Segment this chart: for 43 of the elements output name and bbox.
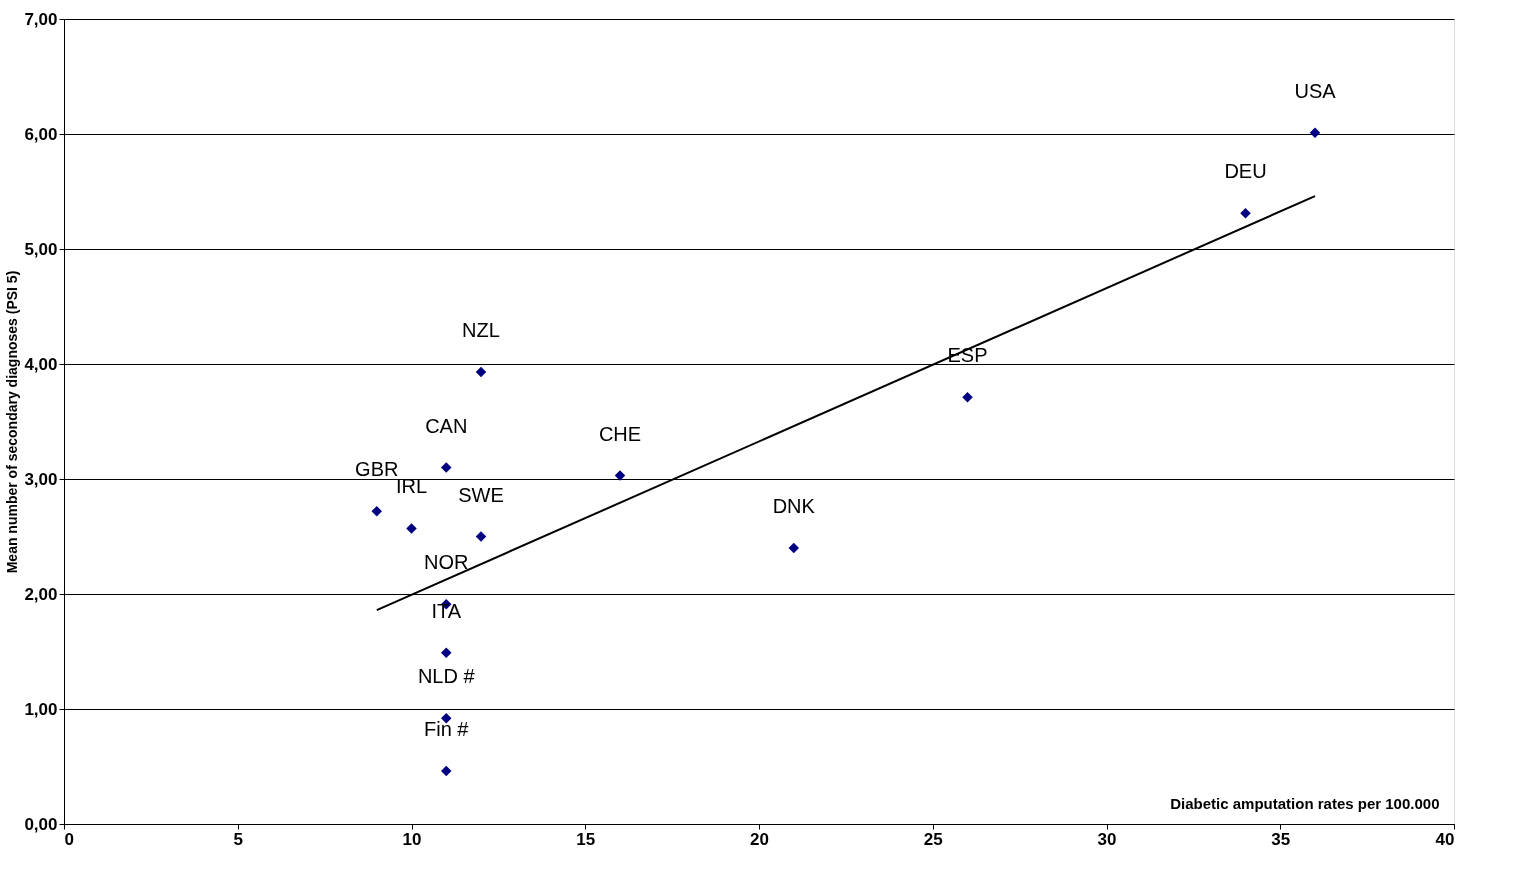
annotation: NZL — [462, 319, 500, 342]
x-tick-label: 25 — [923, 829, 943, 849]
y-tick-label: 0,00 — [24, 814, 58, 834]
annotation: DEU — [1224, 160, 1267, 183]
annotation: CHE — [598, 422, 642, 445]
point — [441, 647, 452, 658]
point — [406, 523, 417, 534]
point — [441, 765, 452, 777]
annotation: DNK — [772, 495, 816, 517]
x-tick-label: 40 — [1435, 829, 1455, 849]
y-tick-label: 4,00 — [24, 354, 58, 374]
x-tick-label: 15 — [576, 829, 596, 849]
y-tick-label: 5,00 — [24, 239, 58, 259]
x-tick-label: 5 — [233, 829, 243, 849]
x-tick-label: 35 — [1271, 829, 1291, 849]
point — [371, 505, 382, 517]
annotation: NOR — [424, 551, 469, 574]
annotation: USA — [1294, 79, 1337, 102]
x-tick-label: 0 — [64, 829, 74, 849]
point — [475, 531, 487, 542]
point — [788, 542, 799, 554]
point — [475, 366, 487, 378]
y-axis-title: Mean number of secondary diagnoses (PSI 5) — [4, 270, 21, 574]
y-tick-label: 7,00 — [24, 9, 58, 29]
point — [441, 462, 452, 473]
x-tick-label: 20 — [750, 829, 769, 849]
annotation: SWE — [458, 483, 504, 506]
point — [1309, 127, 1321, 139]
x-tick-label: 10 — [402, 829, 422, 849]
x-tick-label: 30 — [1097, 829, 1117, 849]
annotation: NLD # — [417, 665, 476, 688]
point — [962, 392, 973, 403]
y-tick-label: 6,00 — [24, 124, 58, 144]
y-tick-label: 2,00 — [24, 584, 58, 604]
y-tick-label: 3,00 — [24, 469, 58, 489]
point — [1240, 208, 1251, 219]
annotation: Fin # — [424, 718, 470, 741]
x-axis-title: Diabetic amputation rates per 100.000 — [1170, 794, 1440, 812]
annotation: GBR — [355, 458, 399, 481]
point — [614, 470, 626, 481]
annotation: ITA — [431, 599, 462, 622]
annotation: CAN — [425, 414, 468, 437]
y-tick-label: 1,00 — [24, 699, 58, 719]
